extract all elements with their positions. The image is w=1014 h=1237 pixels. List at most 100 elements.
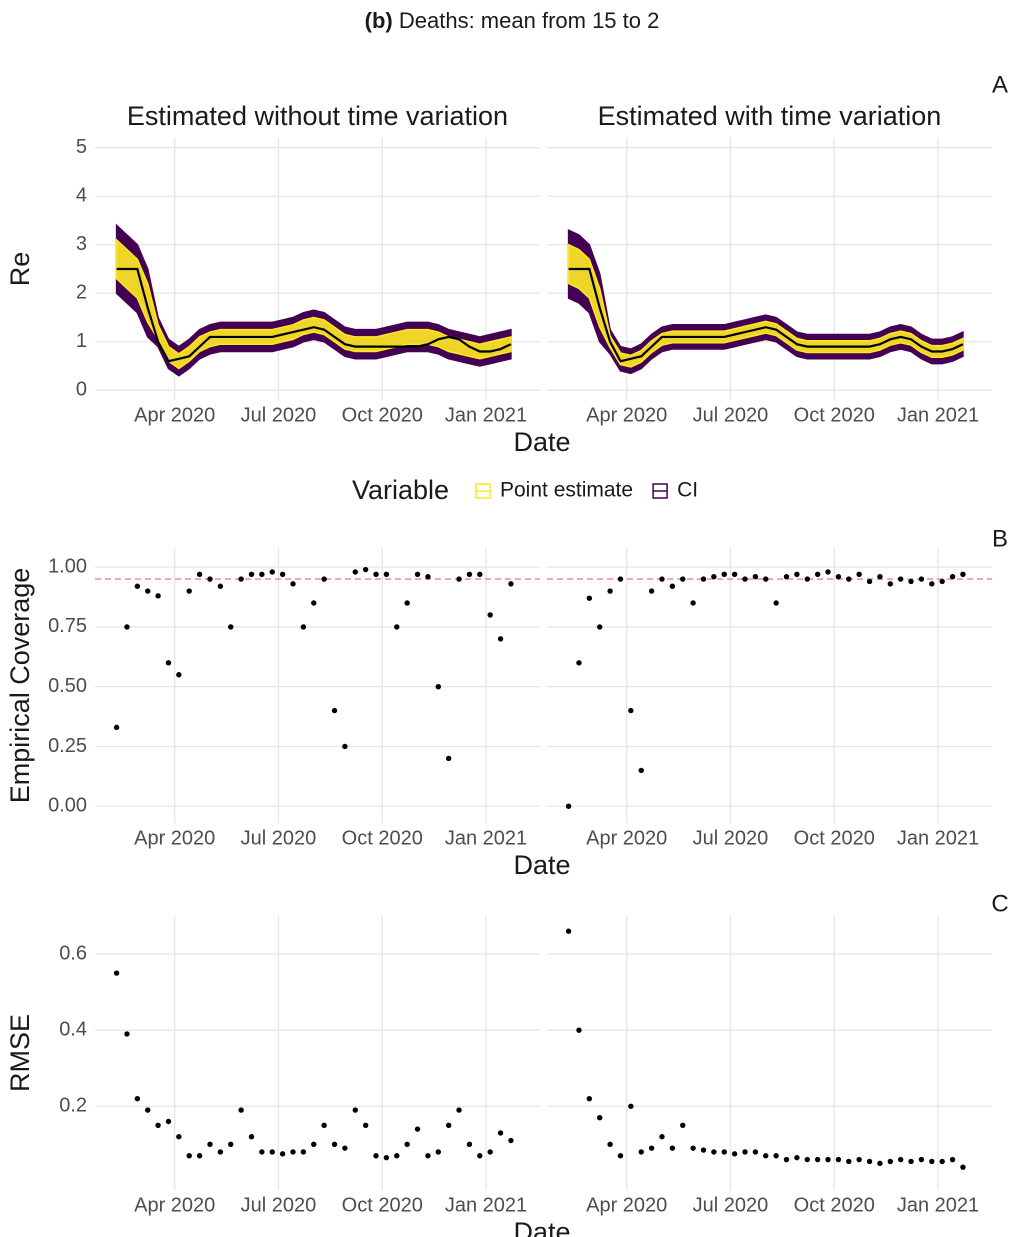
point xyxy=(607,1141,613,1148)
chart-title: (b) Deaths: mean from 15 to 2 xyxy=(365,8,660,33)
point xyxy=(763,576,769,582)
point xyxy=(134,583,141,589)
point xyxy=(155,593,161,599)
point xyxy=(680,576,686,582)
y-tick-label: 1 xyxy=(76,330,87,352)
point xyxy=(466,571,473,578)
point xyxy=(752,573,759,580)
x-tick-label: Jan 2021 xyxy=(445,827,527,849)
y-tick-label: 0.6 xyxy=(59,942,87,964)
point xyxy=(300,624,307,630)
point xyxy=(918,576,925,582)
point xyxy=(165,1118,172,1125)
point xyxy=(487,612,493,618)
point xyxy=(477,571,483,578)
legend-title: Variable xyxy=(352,475,449,505)
point xyxy=(445,1122,452,1129)
point xyxy=(648,1145,655,1151)
point xyxy=(207,1141,213,1148)
point xyxy=(508,1137,514,1144)
point xyxy=(373,1153,379,1159)
x-tick-label: Apr 2020 xyxy=(134,1194,215,1216)
point xyxy=(783,1156,790,1163)
point xyxy=(669,1145,676,1151)
band xyxy=(567,229,964,375)
point xyxy=(497,1130,504,1136)
point xyxy=(877,573,883,580)
point xyxy=(586,1095,593,1102)
point xyxy=(383,571,390,578)
point xyxy=(960,571,966,578)
point xyxy=(321,1122,327,1129)
x-tick-label: Oct 2020 xyxy=(794,1194,875,1216)
point xyxy=(908,1158,914,1165)
point xyxy=(145,1107,151,1113)
x-tick-label: Apr 2020 xyxy=(586,404,667,426)
point xyxy=(700,576,707,582)
point xyxy=(456,1107,462,1113)
point xyxy=(804,1156,810,1163)
facet-title: Estimated with time variation xyxy=(598,101,942,131)
point xyxy=(742,576,748,582)
point xyxy=(846,576,852,582)
point xyxy=(929,1158,935,1165)
true-line xyxy=(568,267,964,363)
point xyxy=(435,1149,441,1155)
point xyxy=(690,600,696,606)
point xyxy=(269,569,275,575)
y-axis-title: RMSE xyxy=(5,1014,35,1092)
point xyxy=(311,600,317,606)
x-tick-label: Jul 2020 xyxy=(693,1194,769,1216)
x-tick-label: Oct 2020 xyxy=(342,827,423,849)
x-tick-label: Oct 2020 xyxy=(794,827,875,849)
point xyxy=(877,1160,883,1167)
point xyxy=(825,569,831,575)
point xyxy=(731,571,738,578)
y-tick-label: 2 xyxy=(76,282,87,304)
point xyxy=(445,755,452,762)
point xyxy=(414,1126,421,1132)
point xyxy=(617,576,624,582)
y-tick-label: 0.50 xyxy=(48,675,87,697)
point xyxy=(394,624,400,630)
x-tick-label: Apr 2020 xyxy=(586,827,667,849)
point xyxy=(311,1141,317,1148)
point xyxy=(207,576,213,582)
point xyxy=(617,1153,624,1159)
y-tick-label: 4 xyxy=(76,185,87,207)
point xyxy=(887,1158,893,1165)
x-tick-label: Jan 2021 xyxy=(897,827,979,849)
point xyxy=(238,1107,244,1113)
point xyxy=(597,624,603,630)
point xyxy=(960,1164,966,1170)
x-tick-label: Jan 2021 xyxy=(445,1194,527,1216)
point xyxy=(228,624,234,630)
point xyxy=(700,1147,707,1153)
y-axis-title: Empirical Coverage xyxy=(5,568,35,804)
x-tick-label: Oct 2020 xyxy=(342,1194,423,1216)
point xyxy=(196,1153,203,1159)
point xyxy=(887,581,893,587)
x-tick-label: Jan 2021 xyxy=(897,1194,979,1216)
point xyxy=(856,1156,862,1163)
y-tick-label: 0.75 xyxy=(48,615,87,637)
point xyxy=(835,573,842,580)
point xyxy=(565,803,572,809)
legend-label: Point estimate xyxy=(500,479,633,502)
point xyxy=(508,581,514,587)
y-tick-label: 5 xyxy=(76,136,87,158)
title-tag: (b) xyxy=(365,8,393,33)
point xyxy=(866,578,873,585)
point xyxy=(145,588,151,594)
point xyxy=(576,1027,582,1033)
point xyxy=(721,1149,727,1155)
point xyxy=(383,1154,390,1161)
point xyxy=(425,573,431,580)
point xyxy=(352,1107,358,1113)
point xyxy=(628,1103,634,1109)
x-tick-label: Jul 2020 xyxy=(241,827,317,849)
point xyxy=(752,1149,759,1155)
point xyxy=(186,588,192,594)
point xyxy=(331,1141,338,1148)
point xyxy=(835,1156,842,1163)
